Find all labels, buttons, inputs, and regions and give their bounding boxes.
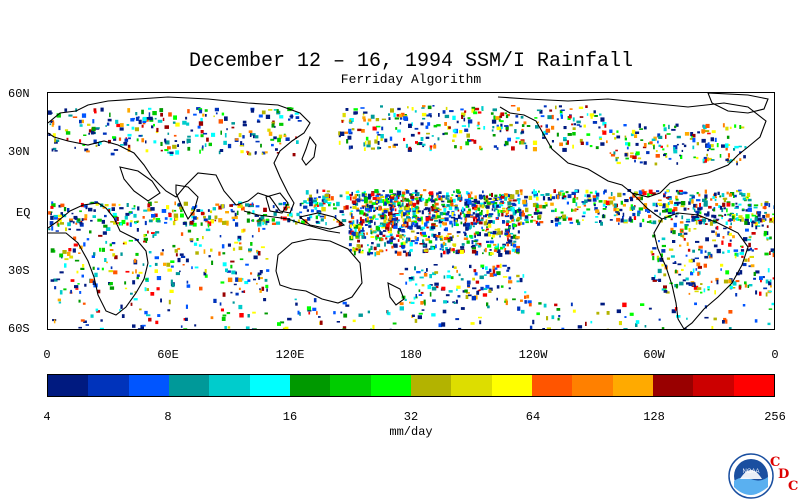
- lat-label-30n: 30N: [8, 145, 30, 159]
- chart-subtitle: Ferriday Algorithm: [340, 72, 482, 87]
- noaa-logo-text: NOAA: [742, 469, 759, 475]
- noaa-logo: NOAA: [728, 453, 774, 499]
- coastline-borneo: [265, 192, 289, 214]
- lat-label-60s: 60S: [8, 322, 30, 336]
- lon-label-120e: 120E: [275, 348, 305, 362]
- coastline-africa: [48, 202, 149, 316]
- coastline-arabia: [119, 166, 161, 202]
- colorbar-tick-256: 256: [764, 410, 786, 424]
- cdc-letter-c2: C: [788, 479, 799, 494]
- rain-layer: [48, 105, 774, 329]
- colorbar-swatch-4: [209, 375, 250, 396]
- rainfall-map-svg: [48, 93, 774, 329]
- colorbar-tick-8: 8: [164, 410, 172, 424]
- colorbar-swatch-14: [612, 375, 653, 396]
- colorbar-tick-32: 32: [403, 410, 419, 424]
- coastline-northamerica: [497, 96, 767, 198]
- lon-label-60e: 60E: [157, 348, 179, 362]
- colorbar-swatch-17: [733, 375, 774, 396]
- cdc-letter-c1: C: [770, 455, 781, 470]
- colorbar-swatch-0: [48, 375, 89, 396]
- colorbar-swatch-9: [410, 375, 452, 396]
- coastline-india: [175, 184, 199, 221]
- colorbar-swatch-3: [168, 375, 210, 396]
- colorbar-swatch-11: [491, 375, 532, 396]
- colorbar-swatch-12: [531, 375, 573, 396]
- lat-label-30s: 30S: [8, 264, 30, 278]
- coastline-newzealand: [387, 282, 405, 306]
- cdc-letter-d: D: [778, 467, 790, 482]
- lon-label-120w: 120W: [518, 348, 548, 362]
- colorbar-tick-128: 128: [643, 410, 665, 424]
- colorbar: [47, 374, 775, 397]
- colorbar-swatch-5: [249, 375, 290, 396]
- colorbar-swatch-7: [330, 375, 371, 396]
- coastline-indonesia: [243, 210, 341, 234]
- colorbar-swatch-15: [652, 375, 694, 396]
- colorbar-tick-64: 64: [525, 410, 541, 424]
- lon-label-60w: 60W: [643, 348, 665, 362]
- lat-label-eq: EQ: [16, 206, 31, 220]
- colorbar-swatch-6: [289, 375, 331, 396]
- colorbar-unit: mm/day: [389, 425, 433, 439]
- coastline-japan: [301, 135, 317, 166]
- rainfall-map: [47, 92, 775, 330]
- colorbar-swatch-1: [88, 375, 129, 396]
- colorbar-swatch-13: [572, 375, 613, 396]
- colorbar-swatch-10: [451, 375, 492, 396]
- coastline-greenland: [707, 93, 769, 114]
- coastline-centralamerica: [631, 192, 663, 220]
- lon-label-0: 0: [43, 348, 51, 362]
- lat-label-60n: 60N: [8, 87, 30, 101]
- coastline-newguinea: [298, 212, 346, 230]
- coastline-australia: [275, 238, 363, 304]
- colorbar-swatch-8: [370, 375, 411, 396]
- lon-label-180: 180: [400, 348, 422, 362]
- colorbar-swatch-2: [128, 375, 169, 396]
- colorbar-tick-4: 4: [43, 410, 51, 424]
- colorbar-tick-16: 16: [282, 410, 298, 424]
- coastline-southamerica: [653, 212, 749, 329]
- colorbar-swatch-16: [693, 375, 734, 396]
- lon-label-0-east: 0: [771, 348, 779, 362]
- coastlines: [48, 93, 769, 329]
- chart-title: December 12 – 16, 1994 SSM/I Rainfall: [188, 50, 634, 73]
- coastline-eurasia: [48, 96, 311, 214]
